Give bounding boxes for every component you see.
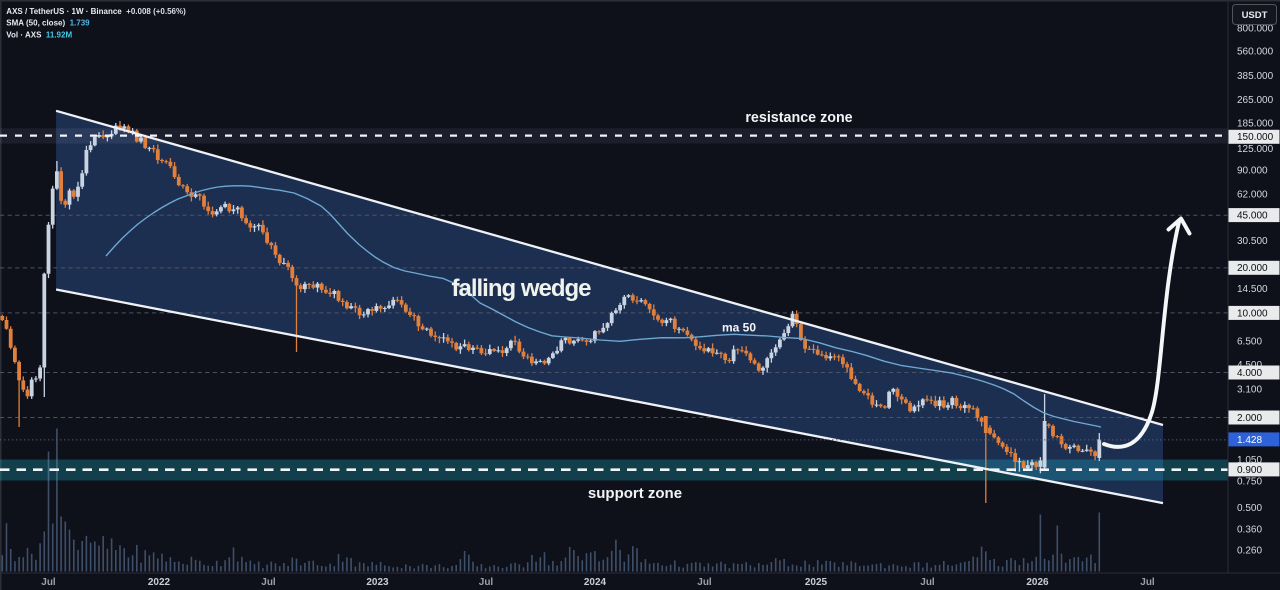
svg-text:265.000: 265.000: [1237, 95, 1274, 106]
svg-text:3.100: 3.100: [1237, 384, 1262, 395]
svg-text:1.050: 1.050: [1237, 455, 1262, 466]
svg-text:SMA (50, close) 1.739: SMA (50, close) 1.739: [6, 19, 90, 28]
svg-text:90.000: 90.000: [1237, 165, 1268, 176]
svg-text:Jul: Jul: [697, 577, 712, 588]
svg-text:AXS / TetherUS · 1W · Binance: AXS / TetherUS · 1W · Binance +0.008 (+0…: [6, 7, 186, 16]
svg-text:USDT: USDT: [1242, 10, 1268, 21]
svg-text:0.260: 0.260: [1237, 546, 1262, 557]
svg-text:Jul: Jul: [41, 577, 56, 588]
svg-text:385.000: 385.000: [1237, 71, 1274, 82]
svg-text:560.000: 560.000: [1237, 47, 1274, 58]
svg-text:Jul: Jul: [1140, 577, 1155, 588]
svg-text:4.000: 4.000: [1237, 368, 1262, 379]
svg-text:resistance zone: resistance zone: [745, 110, 852, 126]
svg-text:14.500: 14.500: [1237, 284, 1268, 295]
svg-text:10.000: 10.000: [1237, 308, 1268, 319]
svg-text:125.000: 125.000: [1237, 144, 1274, 155]
svg-text:0.500: 0.500: [1237, 503, 1262, 514]
svg-text:2023: 2023: [366, 577, 389, 588]
svg-text:Jul: Jul: [479, 577, 494, 588]
svg-text:support zone: support zone: [588, 485, 682, 502]
svg-text:185.000: 185.000: [1237, 119, 1274, 130]
svg-text:800.000: 800.000: [1237, 23, 1274, 34]
svg-text:20.000: 20.000: [1237, 263, 1268, 274]
svg-text:6.500: 6.500: [1237, 336, 1262, 347]
svg-text:45.000: 45.000: [1237, 211, 1268, 222]
svg-text:Vol · AXS 11.92M: Vol · AXS 11.92M: [6, 31, 72, 40]
svg-text:62.000: 62.000: [1237, 190, 1268, 201]
svg-text:2026: 2026: [1026, 577, 1049, 588]
svg-text:2.000: 2.000: [1237, 413, 1262, 424]
svg-text:2025: 2025: [805, 577, 828, 588]
svg-text:Jul: Jul: [920, 577, 935, 588]
svg-text:150.000: 150.000: [1237, 132, 1274, 143]
svg-text:30.500: 30.500: [1237, 236, 1268, 247]
svg-text:falling wedge: falling wedge: [451, 275, 591, 302]
svg-text:1.428: 1.428: [1237, 435, 1262, 446]
svg-text:0.900: 0.900: [1237, 465, 1262, 476]
svg-text:2022: 2022: [148, 577, 171, 588]
svg-text:Jul: Jul: [261, 577, 276, 588]
svg-text:0.360: 0.360: [1237, 524, 1262, 535]
svg-text:2024: 2024: [584, 577, 607, 588]
svg-text:0.750: 0.750: [1237, 477, 1262, 488]
svg-text:ma 50: ma 50: [722, 321, 756, 335]
